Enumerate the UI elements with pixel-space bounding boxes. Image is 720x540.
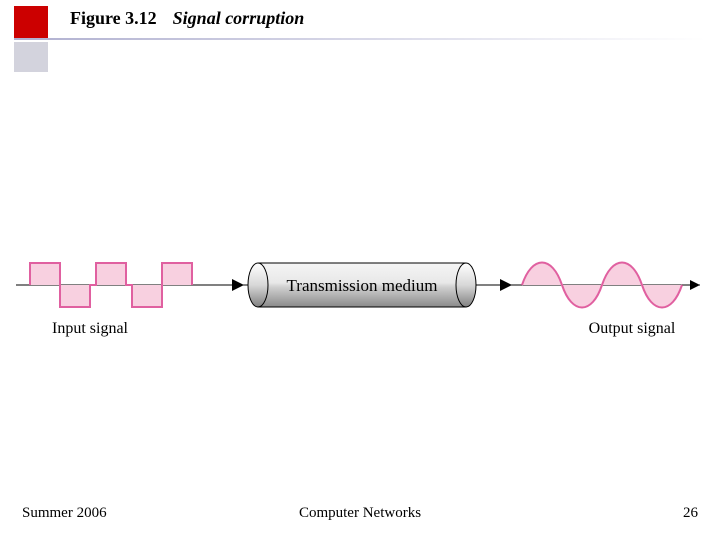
grey-block (14, 42, 48, 72)
footer-page-number: 26 (683, 505, 698, 522)
transmission-medium: Transmission medium (248, 263, 476, 307)
medium-label: Transmission medium (287, 276, 438, 295)
slide-title: Figure 3.12 Signal corruption (70, 8, 304, 29)
slide-footer: Summer 2006 Computer Networks 26 (0, 505, 720, 522)
accent-square (14, 6, 48, 40)
output-signal-label: Output signal (589, 320, 676, 337)
footer-left: Summer 2006 (22, 505, 107, 522)
arrow-out-of-medium (500, 279, 512, 291)
arrow-into-medium (232, 279, 244, 291)
footer-center: Computer Networks (299, 505, 421, 522)
output-signal-wave (522, 263, 682, 308)
signal-corruption-diagram: Input signal Transmission medium Output … (12, 225, 708, 345)
input-signal-label: Input signal (52, 320, 129, 337)
axis-arrowhead (690, 280, 700, 290)
figure-caption: Signal corruption (173, 8, 305, 29)
input-signal-wave (30, 263, 192, 307)
figure-number: Figure 3.12 (70, 8, 157, 29)
header-underline (14, 38, 706, 40)
